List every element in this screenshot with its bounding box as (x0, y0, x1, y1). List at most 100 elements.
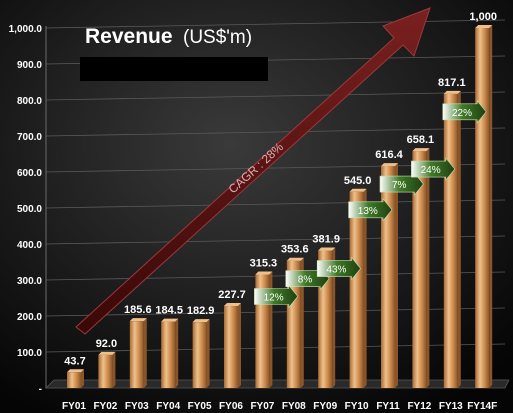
chart-title-main: Revenue (85, 25, 173, 48)
y-tick-label: 300.0 (17, 276, 42, 287)
chart-title: Revenue (US$'m) (85, 25, 252, 48)
x-tick-label: FY01 (62, 401, 86, 412)
bars (67, 25, 493, 389)
bar-side (300, 257, 304, 388)
growth-label: 7% (392, 180, 407, 191)
growth-arrow-24pct: 24% (411, 157, 456, 181)
bar-front (349, 191, 364, 388)
bar-FY04 (161, 318, 179, 388)
growth-label: 24% (421, 165, 441, 176)
x-tick-label: FY10 (345, 401, 369, 412)
bar-top (286, 257, 304, 261)
x-axis-ticks: FY01 FY02 FY03 FY04 FY05 FY06 FY07 FY08 FY09 FY10… (62, 401, 497, 412)
value-label: 43.7 (64, 355, 85, 367)
x-tick-label: FY05 (188, 401, 212, 412)
y-tick-label: 400.0 (17, 240, 42, 251)
x-tick-label: FY04 (156, 401, 180, 412)
value-label: 185.6 (124, 304, 152, 316)
value-label: 182.9 (187, 305, 215, 317)
bar-front (412, 151, 427, 388)
growth-label: 43% (326, 265, 346, 276)
bar-top (161, 318, 179, 322)
bar-top (98, 351, 116, 355)
bar-front (224, 306, 238, 388)
growth-arrow-13pct: 13% (348, 197, 393, 222)
bar-top (255, 271, 273, 275)
growth-arrow-shape (348, 197, 393, 222)
value-label: 92.0 (96, 338, 117, 350)
growth-label: 13% (358, 206, 378, 217)
x-tick-label: FY07 (250, 401, 274, 412)
bar-top (475, 25, 493, 28)
x-tick-label: FY11 (376, 401, 400, 412)
bar-side (363, 188, 367, 388)
bar-FY03 (129, 318, 147, 388)
value-label: 315.3 (250, 257, 278, 269)
bar-side (238, 303, 241, 388)
y-tick-label: 600.0 (17, 168, 42, 179)
y-tick-label: 700.0 (17, 132, 42, 143)
title-block: Revenue (US$'m) (80, 25, 268, 81)
bar-front (161, 321, 176, 388)
gridline (45, 127, 506, 137)
value-label: 381.9 (312, 234, 340, 246)
bar-FY14F (475, 25, 493, 388)
value-label: 545.0 (344, 175, 372, 187)
floor-plane (45, 379, 510, 389)
value-label: 616.4 (375, 149, 403, 161)
chart-title-unit: (US$'m) (183, 27, 252, 48)
gridline (45, 91, 506, 101)
bar-top (129, 318, 147, 322)
bar-front (443, 93, 458, 389)
x-tick-label: FY13 (439, 401, 463, 412)
growth-label: 12% (264, 292, 284, 303)
bar-top (349, 188, 367, 192)
bar-FY12 (412, 148, 430, 388)
x-tick-label: FY06 (219, 401, 243, 412)
bar-front (192, 322, 207, 388)
x-tick-label: FY03 (125, 401, 149, 412)
bar-front (67, 372, 81, 388)
bar-FY01 (67, 369, 84, 388)
bar-top (318, 247, 336, 251)
bar-side (395, 163, 398, 388)
growth-arrow-43pct: 43% (316, 256, 361, 281)
bar-side (206, 319, 210, 388)
bar-FY06 (224, 303, 241, 388)
growth-label: 8% (298, 275, 313, 286)
bar-top (67, 369, 84, 373)
bar-FY10 (349, 188, 367, 388)
bar-top (412, 148, 430, 152)
growth-annotations: 12% 8% 43% 13% 7% 24% 22% (254, 100, 487, 309)
bar-FY05 (192, 319, 210, 388)
x-tick-label: FY02 (93, 401, 117, 412)
growth-label: 22% (452, 108, 472, 119)
bar-top (443, 90, 461, 94)
bar-FY13 (443, 90, 461, 389)
value-label: 658.1 (407, 134, 435, 146)
y-tick-label: 1,000.0 (9, 24, 43, 35)
bar-side (175, 318, 179, 388)
gridlines (45, 19, 506, 389)
bar-side (332, 247, 336, 388)
growth-arrow-shape (254, 284, 299, 309)
bar-side (426, 148, 430, 388)
bar-side (489, 25, 493, 388)
growth-arrow-shape (316, 256, 361, 281)
bar-front (475, 28, 490, 388)
growth-arrow-12pct: 12% (254, 284, 299, 309)
x-tick-label: FY12 (407, 401, 431, 412)
y-tick-label: - (39, 384, 42, 395)
value-label: 1,000 (469, 11, 497, 23)
y-tick-label: 900.0 (17, 60, 42, 71)
bar-top (192, 319, 210, 323)
value-label: 227.7 (218, 289, 246, 301)
value-label: 817.1 (438, 77, 466, 89)
bar-front (381, 166, 395, 388)
bar-front (98, 354, 113, 388)
gridline (45, 19, 506, 29)
bar-front (129, 321, 144, 388)
